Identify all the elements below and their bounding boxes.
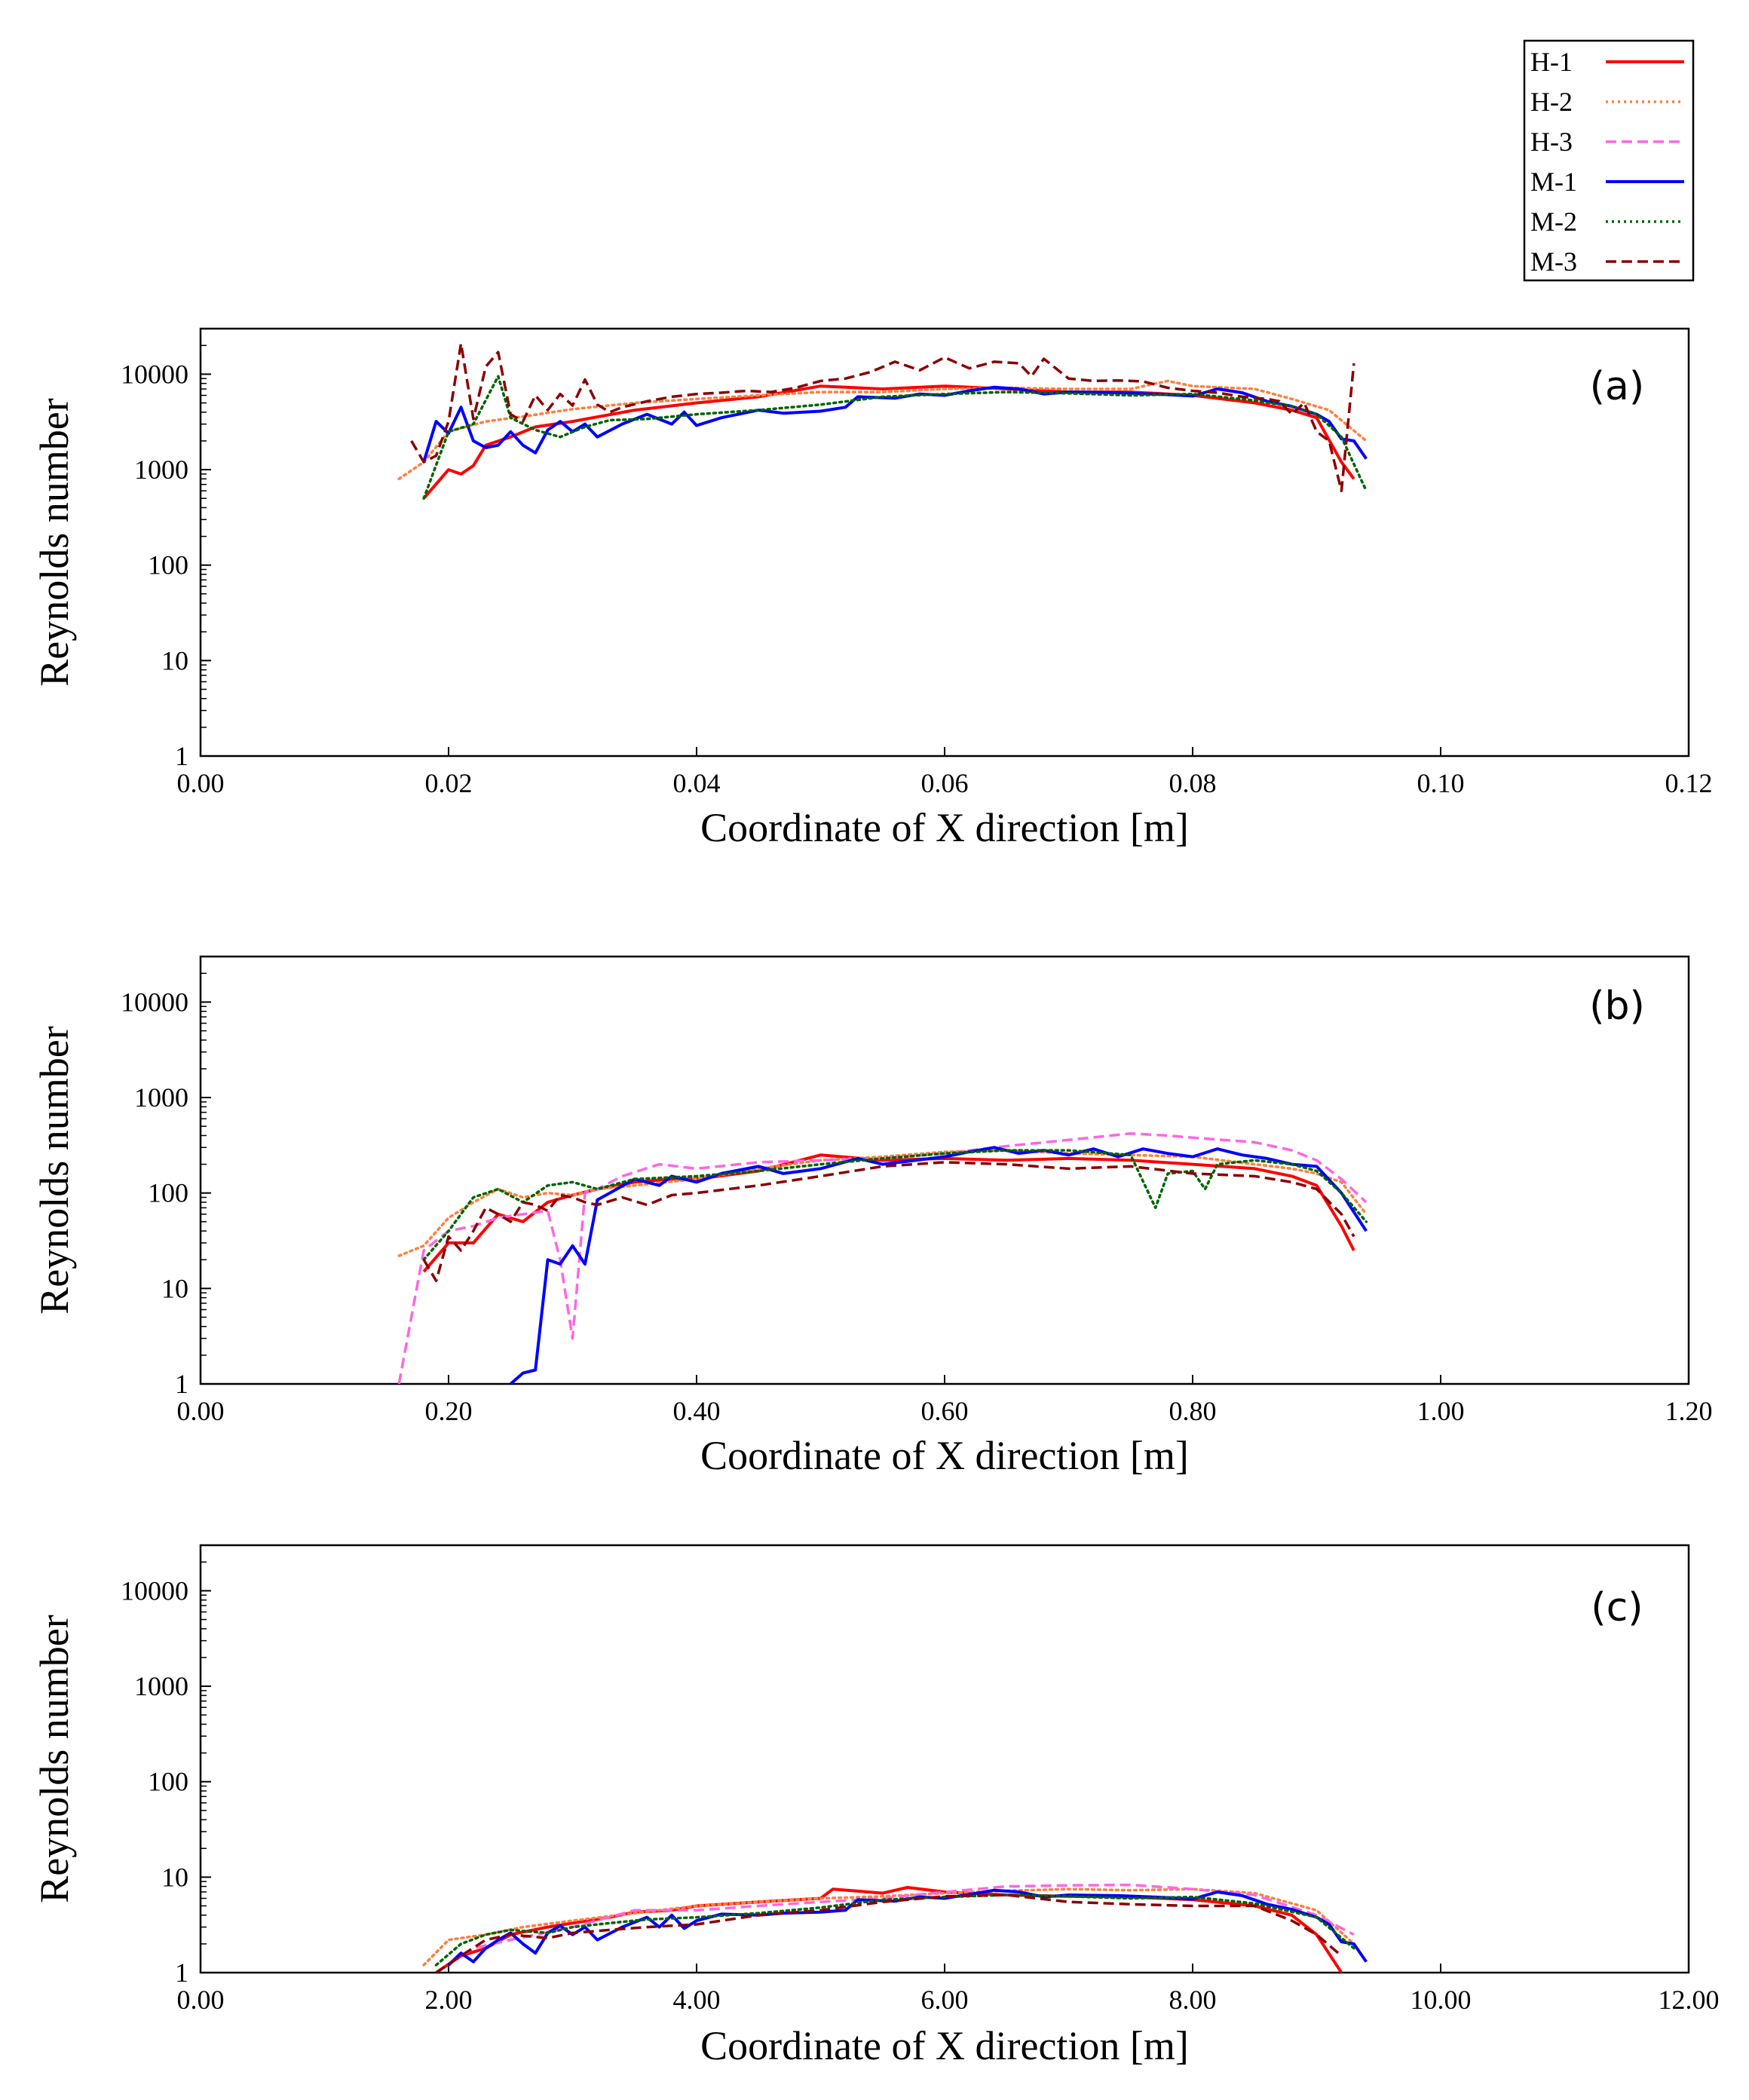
series-line-m-3: [435, 1893, 1343, 1973]
y-axis-title: Reynolds number: [32, 1026, 77, 1314]
y-axis-title: Reynolds number: [32, 398, 77, 686]
x-tick-label: 0.10: [1417, 768, 1465, 798]
x-tick-label: 0.04: [673, 768, 721, 798]
legend-label-m-3: M-3: [1530, 246, 1577, 277]
x-tick-label: 12.00: [1659, 1985, 1720, 2015]
series-line-m-3: [410, 341, 1355, 492]
x-tick-label: 0.06: [921, 768, 969, 798]
panel-a: 0.00 0.02 0.04 0.06 0.08 0.10 0.12 1 10 100 1000 10…: [32, 327, 1713, 850]
series-line-h-2: [397, 379, 1368, 481]
series-line-h-1: [422, 384, 1355, 500]
x-tick-label: 1.20: [1665, 1396, 1713, 1426]
x-axis-title: Coordinate of X direction [m]: [700, 2023, 1189, 2068]
x-axis-title: Coordinate of X direction [m]: [700, 805, 1189, 850]
y-tick-label: 1: [175, 1369, 188, 1399]
x-tick-label: 0.08: [1169, 768, 1217, 798]
y-tick-label: 1: [175, 1958, 188, 1988]
series-line-m-1: [509, 1146, 1368, 1384]
series-line-h-1: [422, 1153, 1355, 1273]
series-group: [397, 341, 1368, 500]
x-axis-title: Coordinate of X direction [m]: [700, 1433, 1189, 1478]
x-tick-label: 0.40: [673, 1396, 721, 1426]
y-tick-label: 1: [175, 741, 188, 771]
legend-label-h-2: H-2: [1530, 87, 1573, 117]
x-tick-label: 4.00: [673, 1985, 721, 2015]
x-tick-label: 2.00: [425, 1985, 473, 2015]
y-axis-title: Reynolds number: [32, 1615, 77, 1903]
y-tick-label: 1000: [134, 455, 188, 485]
x-tick-label: 10.00: [1411, 1985, 1472, 2015]
legend: H-1 H-2 H-3 M-1 M-2 M-3: [1523, 39, 1695, 282]
legend-label-h-3: H-3: [1530, 127, 1573, 157]
series-line-m-1: [447, 1888, 1368, 1967]
y-tick-label: 100: [148, 550, 188, 580]
x-tick-label: 0.00: [177, 1985, 225, 2015]
series-line-m-2: [422, 375, 1368, 500]
x-tick-label: 0.02: [425, 768, 473, 798]
panel-label: (b): [1589, 984, 1645, 1029]
x-tick-label: 8.00: [1169, 1985, 1217, 2015]
x-tick-label: 0.00: [177, 1396, 225, 1426]
series-line-m-2: [434, 1893, 1355, 1967]
series-line-h-3: [397, 1132, 1368, 1384]
x-tick-label: 0.60: [921, 1396, 969, 1426]
series-group: [397, 1132, 1368, 1384]
x-tick-label: 0.00: [177, 768, 225, 798]
series-group: [422, 1883, 1368, 1973]
legend-label-h-1: H-1: [1530, 47, 1573, 77]
series-line-h-1: [435, 1886, 1343, 1973]
y-tick-label: 10: [161, 645, 188, 675]
x-tick-label: 0.20: [425, 1396, 473, 1426]
series-line-m-2: [422, 1149, 1368, 1261]
y-tick-label: 10000: [121, 359, 188, 389]
legend-box: [1523, 39, 1695, 282]
y-tick-label: 10: [161, 1862, 188, 1892]
y-tick-label: 10000: [121, 987, 188, 1017]
panel-label: (c): [1591, 1585, 1643, 1630]
panel-c: 0.00 2.00 4.00 6.00 8.00 10.00 12.00 1 10 100 1000…: [32, 1544, 1720, 2068]
panel-label: (a): [1590, 364, 1644, 409]
y-tick-label: 1000: [134, 1671, 188, 1701]
panel-b: 0.00 0.20 0.40 0.60 0.80 1.00 1.20 1 10 100 1000 10…: [32, 955, 1713, 1478]
series-line-h-2: [397, 1149, 1368, 1257]
legend-label-m-2: M-2: [1530, 207, 1577, 237]
y-tick-label: 100: [148, 1178, 188, 1208]
y-tick-label: 100: [148, 1767, 188, 1797]
series-line-m-1: [422, 385, 1368, 463]
x-tick-label: 0.12: [1665, 768, 1713, 798]
y-tick-label: 10000: [121, 1575, 188, 1606]
x-tick-label: 6.00: [921, 1985, 969, 2015]
y-tick-label: 1000: [134, 1082, 188, 1113]
x-tick-label: 0.80: [1169, 1396, 1217, 1426]
legend-label-m-1: M-1: [1530, 167, 1577, 197]
y-tick-label: 10: [161, 1273, 188, 1303]
x-tick-label: 1.00: [1417, 1396, 1465, 1426]
